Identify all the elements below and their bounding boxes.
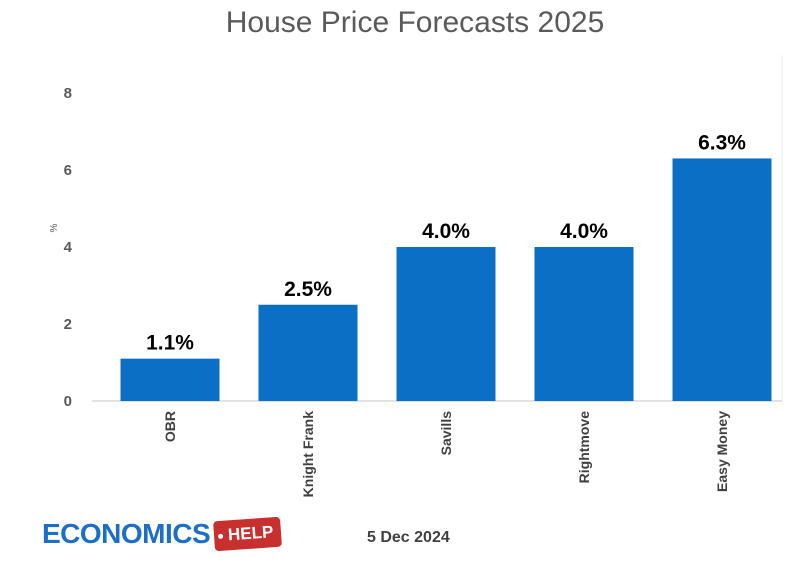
data-label: 2.5%	[284, 278, 332, 301]
y-axis-label: %	[49, 223, 60, 232]
y-tick-label: 6	[64, 162, 72, 179]
bar-chart: 0 2 4 6 8% 1.1% OBR 2.5% Knight Frank 4.0% Savills…	[49, 55, 783, 498]
y-tick-label: 4	[64, 239, 73, 256]
y-tick-label: 0	[64, 393, 72, 410]
category-label: Easy Money	[714, 411, 730, 492]
y-tick-label: 8	[64, 85, 72, 102]
data-label: 4.0%	[560, 220, 608, 243]
y-tick-label: 2	[64, 316, 72, 333]
bar	[672, 158, 772, 401]
category-label: OBR	[162, 411, 178, 442]
date-label: 5 Dec 2024	[367, 529, 450, 546]
economics-help-logo: ECONOMICS HELP	[42, 516, 283, 552]
category-label: Knight Frank	[300, 411, 316, 498]
bar	[258, 304, 358, 401]
data-label: 1.1%	[146, 332, 194, 355]
logo-text: ECONOMICS	[42, 518, 211, 549]
category-label: Savills	[438, 411, 454, 456]
data-label: 4.0%	[422, 220, 470, 243]
bar	[120, 358, 220, 401]
data-label: 6.3%	[698, 131, 746, 154]
category-label: Rightmove	[576, 411, 592, 484]
logo-tag: HELP	[213, 516, 283, 552]
bar	[396, 247, 496, 401]
chart-title: House Price Forecasts 2025	[225, 6, 605, 39]
bar	[534, 247, 634, 401]
